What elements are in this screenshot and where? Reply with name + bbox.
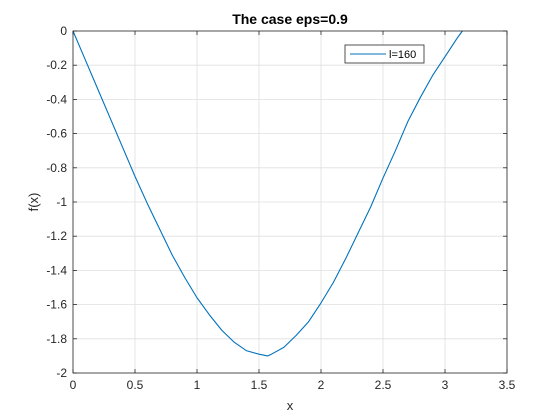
y-tick-label: -1.4 [46,263,67,277]
y-tick-label: -0.4 [46,92,67,106]
x-tick-label: 1.5 [251,378,268,392]
y-tick-label: 0 [60,24,67,38]
chart-title: The case eps=0.9 [232,11,348,27]
y-tick-label: -1 [56,195,67,209]
x-tick-label: 2 [318,378,325,392]
legend-entry-label: l=160 [389,49,416,61]
y-tick-label: -1.8 [46,332,67,346]
y-tick-label: -0.6 [46,127,67,141]
y-tick-label: -2 [56,366,67,380]
y-tick-label: -0.8 [46,161,67,175]
x-tick-label: 1 [194,378,201,392]
series-layer [72,30,463,357]
x-tick-label: 3 [442,378,449,392]
y-tick-label: -0.2 [46,58,67,72]
x-tick-label: 0 [70,378,77,392]
x-tick-label: 2.5 [375,378,392,392]
y-tick-labels: 0 -0.2 -0.4 -0.6 -0.8 -1 -1.2 -1.4 -1.6 -1.8 -2 [46,24,67,380]
legend: l=160 [344,44,425,64]
y-tick-label: -1.6 [46,298,67,312]
y-tick-label: -1.2 [46,229,67,243]
y-axis-label: f(x) [26,193,41,212]
x-tick-label: 0.5 [127,378,144,392]
ticks [72,30,508,374]
x-axis-label: x [287,398,294,413]
series-line [72,30,463,357]
x-tick-label: 3.5 [499,378,516,392]
x-tick-labels: 0 0.5 1 1.5 2 2.5 3 3.5 [70,378,516,392]
